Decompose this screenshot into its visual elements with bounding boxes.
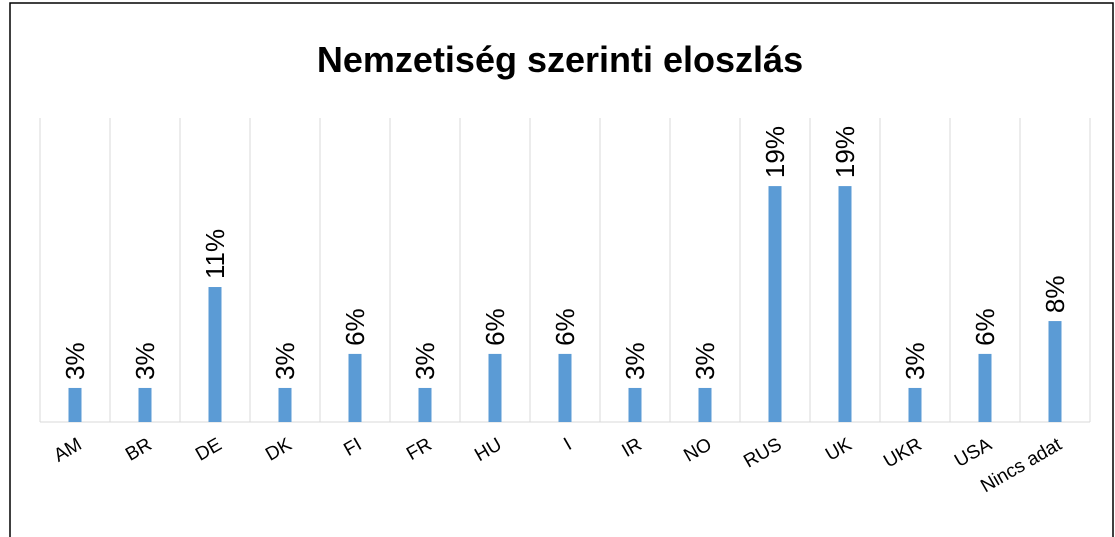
data-label: 3%: [270, 342, 300, 380]
frame: [9, 2, 1114, 537]
bar: [208, 287, 222, 422]
x-tick-label: NO: [680, 434, 715, 466]
bar: [628, 387, 642, 422]
bar: [138, 387, 152, 422]
data-label: 8%: [1040, 275, 1070, 313]
bar: [418, 387, 432, 422]
data-label: 3%: [690, 342, 720, 380]
data-label: 3%: [410, 342, 440, 380]
x-tick-label: UKR: [880, 434, 925, 472]
data-label: 19%: [760, 126, 790, 178]
bar: [348, 353, 362, 422]
bar: [698, 387, 712, 422]
data-label: 3%: [130, 342, 160, 380]
x-tick-label: FR: [403, 434, 435, 465]
x-tick-label: DK: [262, 434, 296, 466]
x-tick-label: USA: [951, 434, 996, 472]
data-label: 3%: [60, 342, 90, 380]
bar: [68, 387, 82, 422]
x-tick-label: DE: [192, 434, 225, 465]
x-tick-label: I: [560, 434, 575, 455]
data-label: 3%: [900, 342, 930, 380]
x-tick-label: IR: [619, 434, 646, 462]
bar: [558, 353, 572, 422]
x-tick-label: AM: [50, 434, 85, 466]
data-label: 3%: [620, 342, 650, 380]
data-label: 19%: [830, 126, 860, 178]
bar: [488, 353, 502, 422]
x-tick-label: BR: [122, 434, 155, 465]
bar: [908, 387, 922, 422]
data-label: 11%: [200, 229, 230, 279]
bar: [768, 186, 782, 422]
bar: [838, 186, 852, 422]
bar: [278, 387, 292, 422]
chart-title: Nemzetiség szerinti eloszlás: [317, 39, 803, 80]
x-tick-label: FI: [340, 434, 365, 461]
data-label: 6%: [340, 308, 370, 346]
data-label: 6%: [970, 308, 1000, 346]
data-label: 6%: [550, 308, 580, 346]
x-tick-label: HU: [471, 434, 505, 466]
bar: [978, 353, 992, 422]
x-tick-label: UK: [822, 434, 856, 466]
bar: [1048, 321, 1062, 422]
x-tick-label: RUS: [740, 434, 785, 472]
data-label: 6%: [480, 308, 510, 346]
x-tick-label: Nincs adat: [977, 434, 1066, 497]
